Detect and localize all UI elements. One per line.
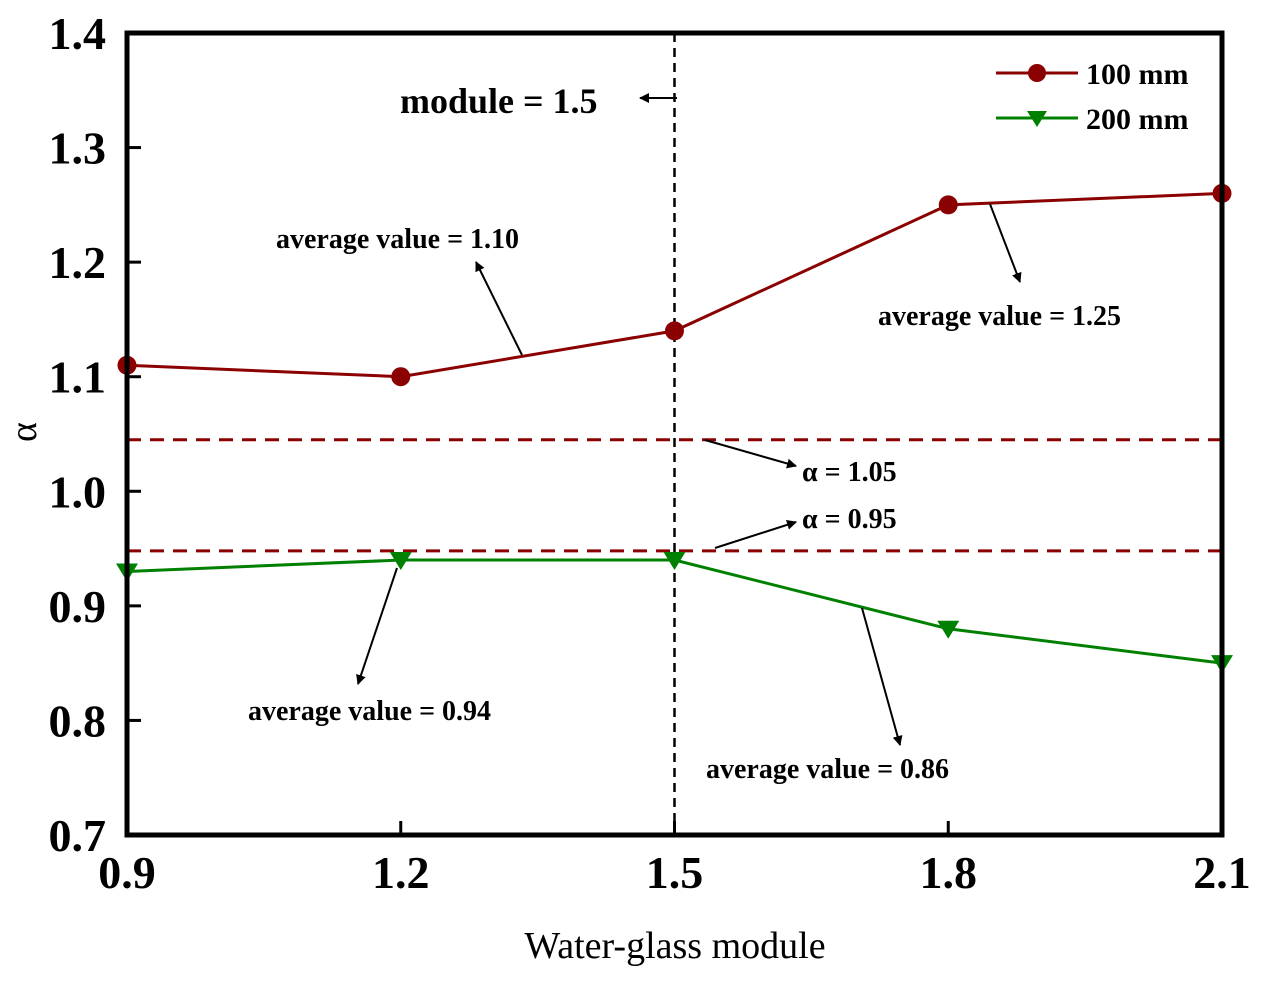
legend-label-100mm: 100 mm <box>1086 58 1188 91</box>
x-tick-label: 1.8 <box>920 847 978 898</box>
data-point-200mm-1 <box>389 552 412 571</box>
ref-line-arrow-upper <box>704 439 797 469</box>
data-point-100mm-1 <box>391 367 411 387</box>
ref-line-label-upper: α = 1.05 <box>802 457 897 488</box>
y-tick-label: 1.0 <box>49 466 107 517</box>
legend-marker-200mm <box>1027 111 1047 127</box>
x-tick-label: 1.5 <box>646 847 704 898</box>
annotation-avg-086: average value = 0.86 <box>706 754 949 785</box>
annotation-arrow-avg-110 <box>475 261 523 356</box>
legend: 100 mm 200 mm <box>996 58 1188 136</box>
x-tick-label: 2.1 <box>1193 847 1251 898</box>
y-tick-label: 1.4 <box>49 8 107 59</box>
x-tick-label: 0.9 <box>98 847 156 898</box>
annotation-avg-125: average value = 1.25 <box>878 301 1121 332</box>
y-tick-label: 1.3 <box>49 123 107 174</box>
y-tick-label: 0.7 <box>49 810 107 861</box>
x-axis-label: Water-glass module <box>524 925 825 967</box>
data-point-100mm-3 <box>938 195 958 215</box>
ref-line-arrow-lower <box>714 519 797 549</box>
annotation-arrow-avg-086 <box>861 607 903 746</box>
data-point-100mm-2 <box>665 321 684 341</box>
y-tick-label: 1.1 <box>49 352 107 403</box>
data-point-200mm-2 <box>663 552 686 571</box>
annotation-arrow-avg-125 <box>989 203 1022 283</box>
annotation-avg-094: average value = 0.94 <box>248 696 491 727</box>
legend-label-200mm: 200 mm <box>1086 103 1188 136</box>
y-axis-label: α <box>3 422 45 442</box>
x-tick-label: 1.2 <box>372 847 430 898</box>
annotation-avg-110: average value = 1.10 <box>276 224 519 255</box>
legend-marker-100mm <box>1028 64 1046 82</box>
y-tick-label: 0.8 <box>49 695 107 746</box>
annotation-arrow-avg-094 <box>356 567 398 685</box>
ref-line-label-lower: α = 0.95 <box>802 504 897 535</box>
vertical-reference-label: module = 1.5 <box>400 81 598 121</box>
y-tick-label: 0.9 <box>49 581 107 632</box>
data-point-200mm-3 <box>937 620 960 639</box>
y-tick-label: 1.2 <box>49 237 107 288</box>
